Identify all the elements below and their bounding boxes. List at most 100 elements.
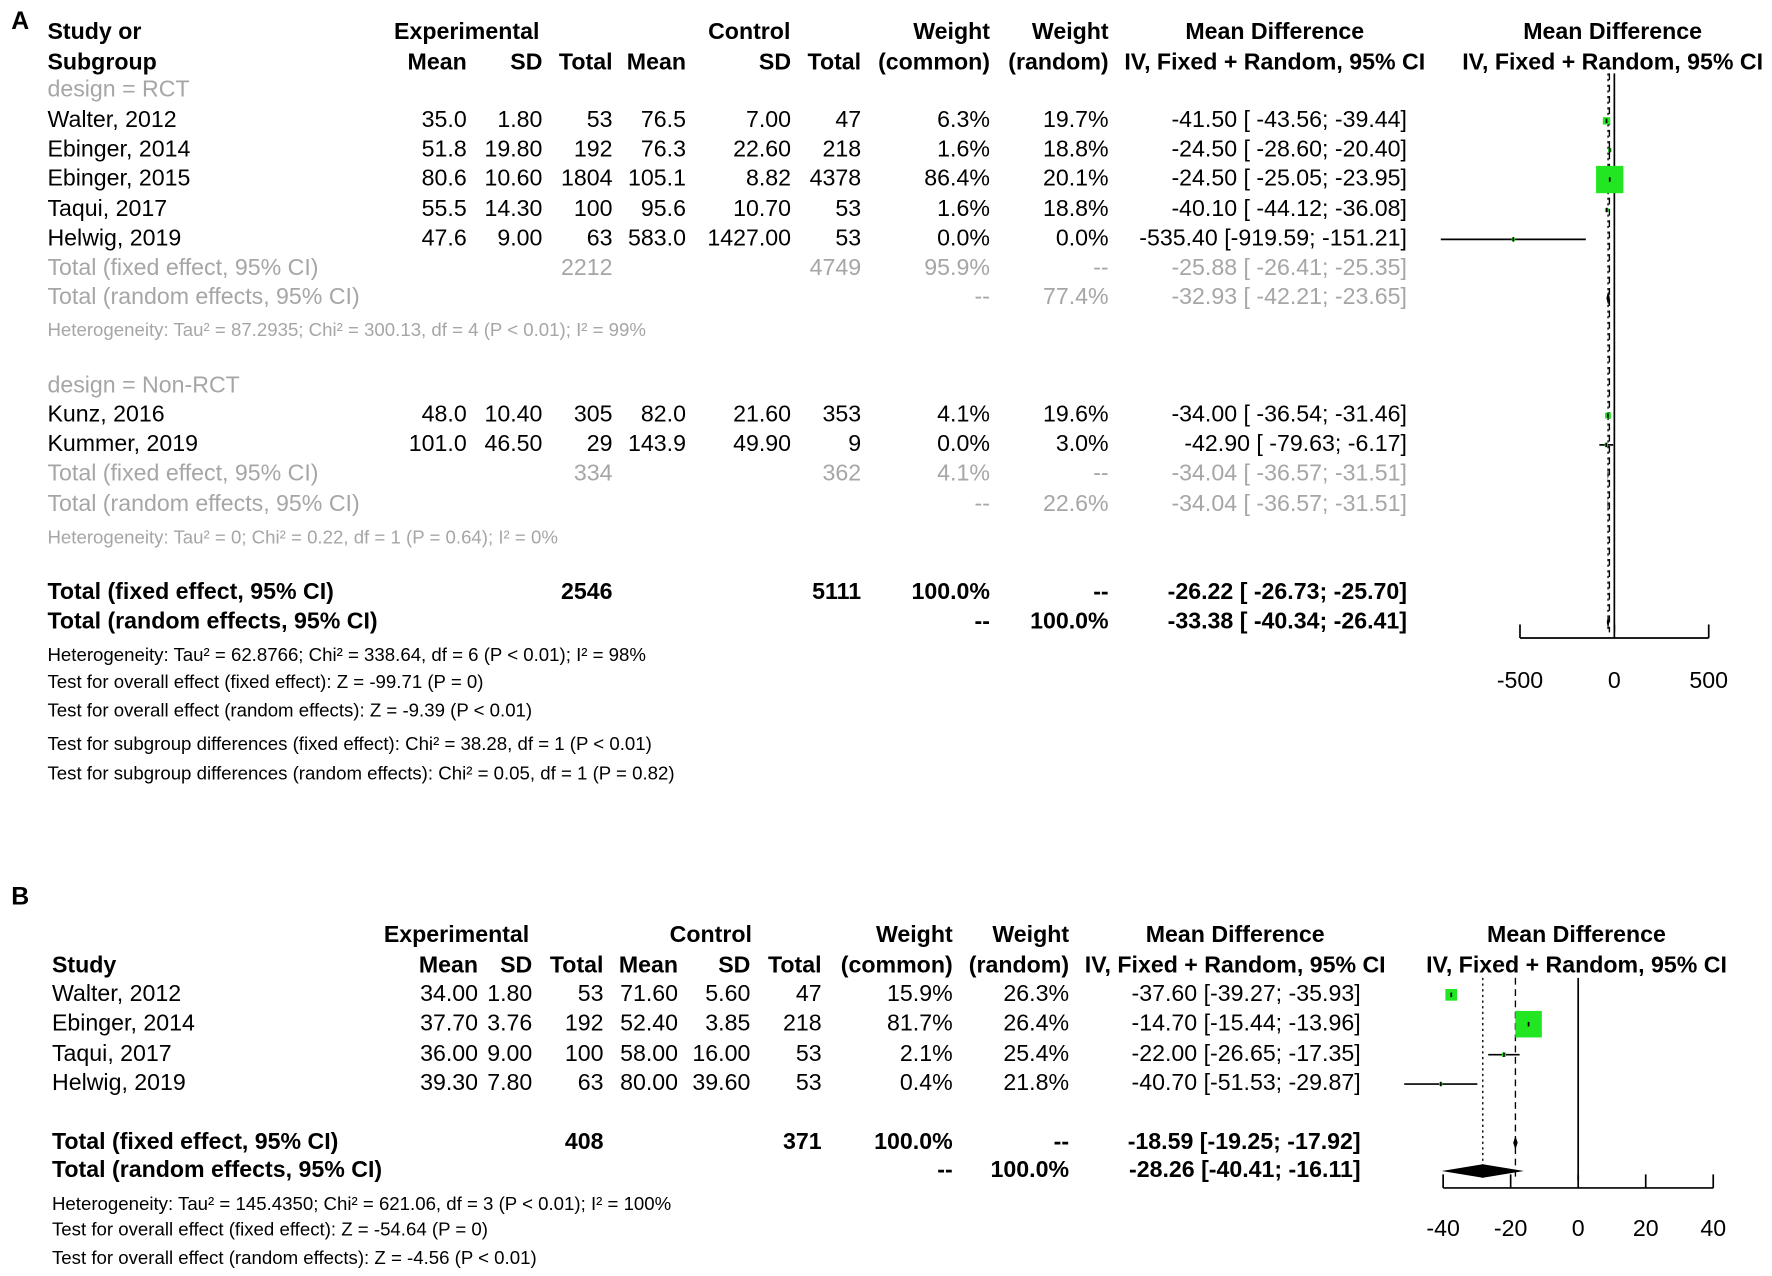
cell: 10.40 <box>485 401 543 427</box>
x-tick-label: 0 <box>1572 1215 1585 1241</box>
cell: 5111 <box>812 578 861 604</box>
cell: 305 <box>574 401 613 427</box>
diamond <box>1606 615 1610 629</box>
cell: 2.1% <box>900 1040 953 1066</box>
header: Mean <box>419 952 478 978</box>
header: Total <box>559 48 613 74</box>
header: Study <box>52 952 116 978</box>
header: IV, Fixed + Random, 95% CI <box>1426 952 1727 978</box>
x-tick-label: -40 <box>1426 1215 1459 1241</box>
row-label: Helwig, 2019 <box>47 225 181 251</box>
cell: -14.70 [-15.44; -13.96] <box>1132 1009 1361 1035</box>
cell: -- <box>975 490 990 516</box>
row-label: Ebinger, 2014 <box>47 135 190 161</box>
row-label: Total (random effects, 95% CI) <box>47 607 377 633</box>
row-label: Kunz, 2016 <box>47 401 164 427</box>
cell: 4.1% <box>937 401 990 427</box>
cell: 21.60 <box>733 401 791 427</box>
cell: 63 <box>578 1069 604 1095</box>
row-label: Heterogeneity: Tau² = 145.4350; Chi² = 6… <box>52 1193 671 1214</box>
x-tick-label: 500 <box>1689 667 1728 693</box>
cell: 53 <box>835 195 861 221</box>
row-label: design = RCT <box>47 75 189 101</box>
cell: 0.0% <box>937 430 990 456</box>
cell: 1427.00 <box>707 225 791 251</box>
header: SD <box>510 48 542 74</box>
header: SD <box>759 48 791 74</box>
header: Weight <box>913 18 990 44</box>
cell: 71.60 <box>620 980 678 1006</box>
cell: 26.3% <box>1003 980 1069 1006</box>
cell: 29 <box>587 430 613 456</box>
cell: -22.00 [-26.65; -17.35] <box>1132 1040 1361 1066</box>
header: IV, Fixed + Random, 95% CI <box>1462 48 1763 74</box>
cell: 8.82 <box>746 165 791 191</box>
header: Weight <box>876 921 953 947</box>
cell: 53 <box>578 980 604 1006</box>
cell: 82.0 <box>641 401 686 427</box>
header: (common) <box>841 952 953 978</box>
header: SD <box>718 952 750 978</box>
cell: -26.22 [ -26.73; -25.70] <box>1168 578 1407 604</box>
header: Weight <box>992 921 1069 947</box>
row-label: Total (random effects, 95% CI) <box>47 283 359 309</box>
row-label: Total (fixed effect, 95% CI) <box>52 1128 338 1154</box>
row-label: Ebinger, 2014 <box>52 1009 195 1035</box>
cell: -- <box>1054 1128 1069 1154</box>
row-label: Heterogeneity: Tau² = 87.2935; Chi² = 30… <box>47 319 646 340</box>
cell: 80.00 <box>620 1069 678 1095</box>
cell: -- <box>1093 459 1108 485</box>
cell: 53 <box>587 106 613 132</box>
cell: 1.6% <box>937 135 990 161</box>
row-label: Test for overall effect (fixed effect): … <box>47 671 483 692</box>
header: Control <box>708 18 790 44</box>
cell: 35.0 <box>422 106 467 132</box>
cell: -24.50 [ -25.05; -23.95] <box>1171 165 1407 191</box>
cell: 192 <box>574 135 613 161</box>
cell: 34.00 <box>420 980 478 1006</box>
cell: 1.80 <box>487 980 532 1006</box>
cell: 81.7% <box>887 1009 953 1035</box>
cell: 9.00 <box>487 1040 532 1066</box>
cell: 37.70 <box>420 1009 478 1035</box>
cell: 6.3% <box>937 106 990 132</box>
cell: 353 <box>823 401 862 427</box>
cell: 76.5 <box>641 106 686 132</box>
row-label: Total (fixed effect, 95% CI) <box>47 254 318 280</box>
header: (common) <box>878 48 990 74</box>
cell: 47.6 <box>422 225 467 251</box>
cell: 583.0 <box>628 225 686 251</box>
cell: -34.00 [ -36.54; -31.46] <box>1171 401 1407 427</box>
cell: 4378 <box>810 165 862 191</box>
header: Mean Difference <box>1185 18 1364 44</box>
cell: 36.00 <box>420 1040 478 1066</box>
cell: 14.30 <box>485 195 543 221</box>
panel-label: A <box>11 8 29 35</box>
cell: 95.6 <box>641 195 686 221</box>
cell: 19.80 <box>485 135 543 161</box>
cell: 10.70 <box>733 195 791 221</box>
cell: -40.10 [ -44.12; -36.08] <box>1171 195 1407 221</box>
cell: 4.1% <box>937 459 990 485</box>
cell: 101.0 <box>409 430 467 456</box>
cell: 16.00 <box>692 1040 750 1066</box>
cell: -33.38 [ -40.34; -26.41] <box>1168 607 1407 633</box>
cell: 53 <box>796 1069 822 1095</box>
header: Weight <box>1032 18 1109 44</box>
header: Mean Difference <box>1146 921 1325 947</box>
diamond <box>1513 1135 1518 1150</box>
cell: 49.90 <box>733 430 791 456</box>
row-label: Walter, 2012 <box>47 106 176 132</box>
cell: 3.0% <box>1056 430 1109 456</box>
cell: -41.50 [ -43.56; -39.44] <box>1171 106 1407 132</box>
cell: 371 <box>783 1128 822 1154</box>
cell: 15.9% <box>887 980 953 1006</box>
cell: 100.0% <box>1030 607 1109 633</box>
cell: -- <box>1093 578 1108 604</box>
x-tick-label: 20 <box>1633 1215 1659 1241</box>
cell: 9.00 <box>497 225 542 251</box>
cell: 9 <box>848 430 861 456</box>
cell: 55.5 <box>422 195 467 221</box>
cell: 100.0% <box>911 578 990 604</box>
